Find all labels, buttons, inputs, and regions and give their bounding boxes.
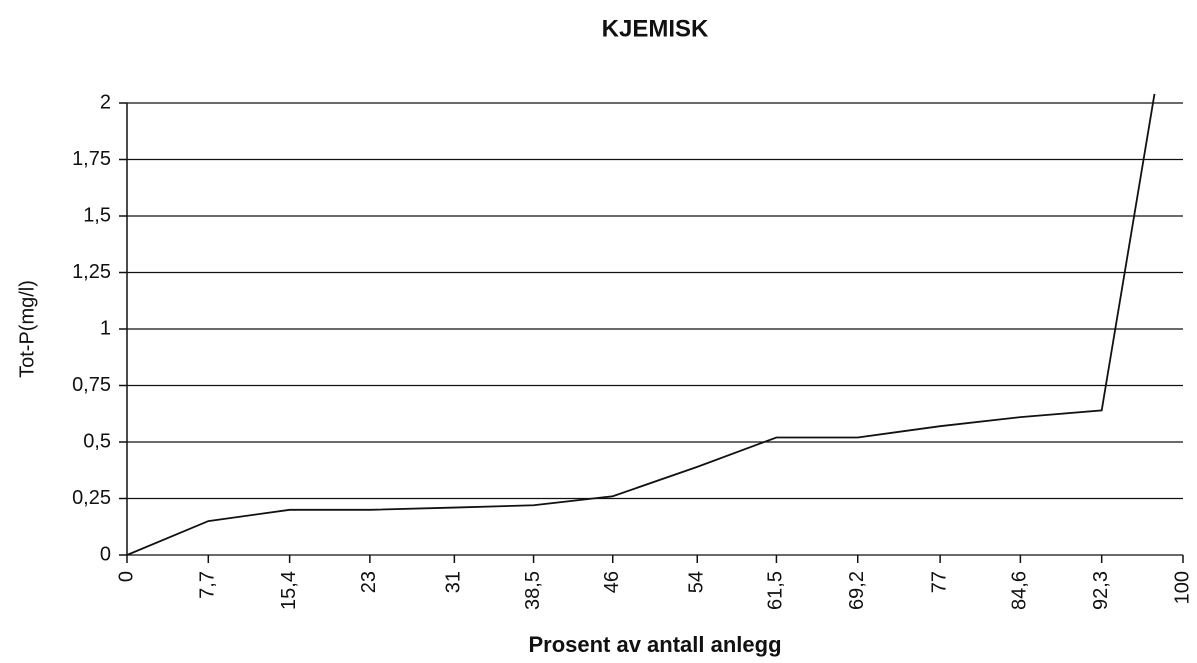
y-tick-label: 1,5 <box>83 204 111 226</box>
x-tick-label: 77 <box>928 571 950 593</box>
x-axis-label: Prosent av antall anlegg <box>528 632 781 657</box>
x-tick-label: 31 <box>443 571 465 593</box>
x-tick-label: 69,2 <box>846 571 868 610</box>
x-tick-label: 92,3 <box>1090 571 1112 610</box>
x-tick-label: 0 <box>115 571 137 582</box>
x-tick-label: 61,5 <box>765 571 787 610</box>
y-axis-label: Tot-P(mg/l) <box>16 280 38 378</box>
y-tick-label: 1,75 <box>72 148 111 170</box>
y-tick-label: 1,25 <box>72 261 111 283</box>
y-tick-label: 1 <box>100 317 111 339</box>
y-tick-label: 0 <box>100 543 111 565</box>
x-tick-label: 46 <box>601 571 623 593</box>
y-tick-label: 0,25 <box>72 487 111 509</box>
chart-title: KJEMISK <box>602 15 709 42</box>
y-tick-label: 0,5 <box>83 430 111 452</box>
x-tick-label: 15,4 <box>278 571 300 610</box>
x-tick-label: 23 <box>358 571 380 593</box>
y-tick-label: 2 <box>100 91 111 113</box>
x-tick-label: 7,7 <box>197 571 219 599</box>
x-tick-label: 100 <box>1171 571 1193 604</box>
x-tick-label: 38,5 <box>522 571 544 610</box>
x-tick-label: 84,6 <box>1009 571 1031 610</box>
y-tick-label: 0,75 <box>72 374 111 396</box>
x-tick-label: 54 <box>686 571 708 593</box>
data-line <box>126 93 1156 556</box>
